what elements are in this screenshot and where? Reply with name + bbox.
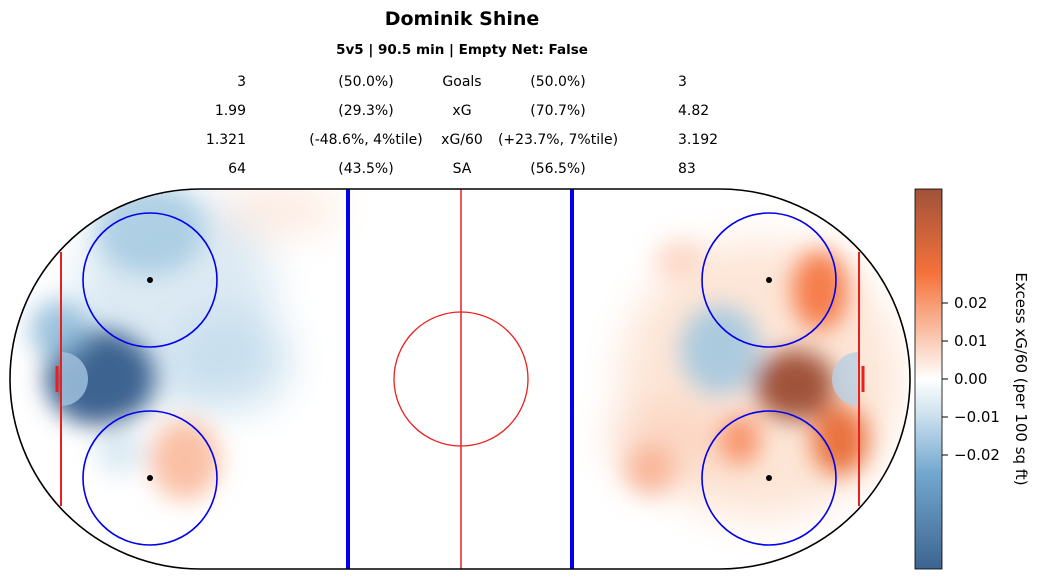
colorbar-tick-label: 0.02 bbox=[954, 294, 987, 312]
chart-title: Dominik Shine bbox=[384, 8, 540, 30]
xg-right-value: 4.82 bbox=[678, 103, 710, 119]
xg-left-value: 1.99 bbox=[214, 103, 246, 119]
colorbar-tick-label: 0.00 bbox=[954, 370, 987, 388]
heatmap-layer bbox=[30, 189, 900, 520]
colorbar-tick-label: 0.01 bbox=[954, 332, 987, 350]
left-bottom-faceoff-dot bbox=[147, 475, 153, 481]
goals-left-value: 3 bbox=[237, 74, 246, 90]
sa-label: SA bbox=[452, 161, 472, 177]
colorbar: 0.02 0.01 0.00 −0.01 −0.02 Excess xG/60 (per… bbox=[914, 188, 1030, 570]
xg-label: xG bbox=[452, 103, 472, 119]
goals-right-value: 3 bbox=[678, 74, 687, 90]
goals-right-pct: (50.0%) bbox=[530, 74, 586, 90]
left-bottom-faceoff-circle bbox=[82, 410, 218, 546]
xg-right-pct: (70.7%) bbox=[530, 103, 586, 119]
chart-subtitle: 5v5 | 90.5 min | Empty Net: False bbox=[336, 42, 588, 58]
xg60-left-value: 1.321 bbox=[205, 132, 246, 148]
right-bottom-faceoff-circle bbox=[701, 410, 837, 546]
xg60-right-pct: (+23.7%, 7%tile) bbox=[497, 132, 619, 148]
right-bottom-faceoff-dot bbox=[766, 475, 772, 481]
left-top-faceoff-dot bbox=[147, 277, 153, 283]
sa-left-value: 64 bbox=[228, 161, 246, 177]
xg60-label: xG/60 bbox=[441, 132, 483, 148]
xg60-left-pct: (-48.6%, 4%tile) bbox=[309, 132, 423, 148]
left-goal-crease bbox=[61, 352, 88, 406]
colorbar-label: Excess xG/60 (per 100 sq ft) bbox=[1012, 272, 1030, 485]
sa-left-pct: (43.5%) bbox=[338, 161, 394, 177]
goals-left-pct: (50.0%) bbox=[338, 74, 394, 90]
colorbar-tick-label: −0.01 bbox=[954, 408, 1000, 426]
center-faceoff-circle bbox=[393, 311, 529, 447]
rink-boards bbox=[9, 188, 911, 570]
right-goal-crease bbox=[832, 352, 859, 406]
sa-right-pct: (56.5%) bbox=[530, 161, 586, 177]
xg-left-pct: (29.3%) bbox=[338, 103, 394, 119]
sa-right-value: 83 bbox=[678, 161, 696, 177]
colorbar-gradient bbox=[914, 188, 943, 570]
right-top-faceoff-dot bbox=[766, 277, 772, 283]
left-top-faceoff-circle bbox=[82, 212, 218, 348]
colorbar-tick-label: −0.02 bbox=[954, 446, 1000, 464]
goals-label: Goals bbox=[442, 74, 482, 90]
right-top-faceoff-circle bbox=[701, 212, 837, 348]
xg60-right-value: 3.192 bbox=[678, 132, 719, 148]
